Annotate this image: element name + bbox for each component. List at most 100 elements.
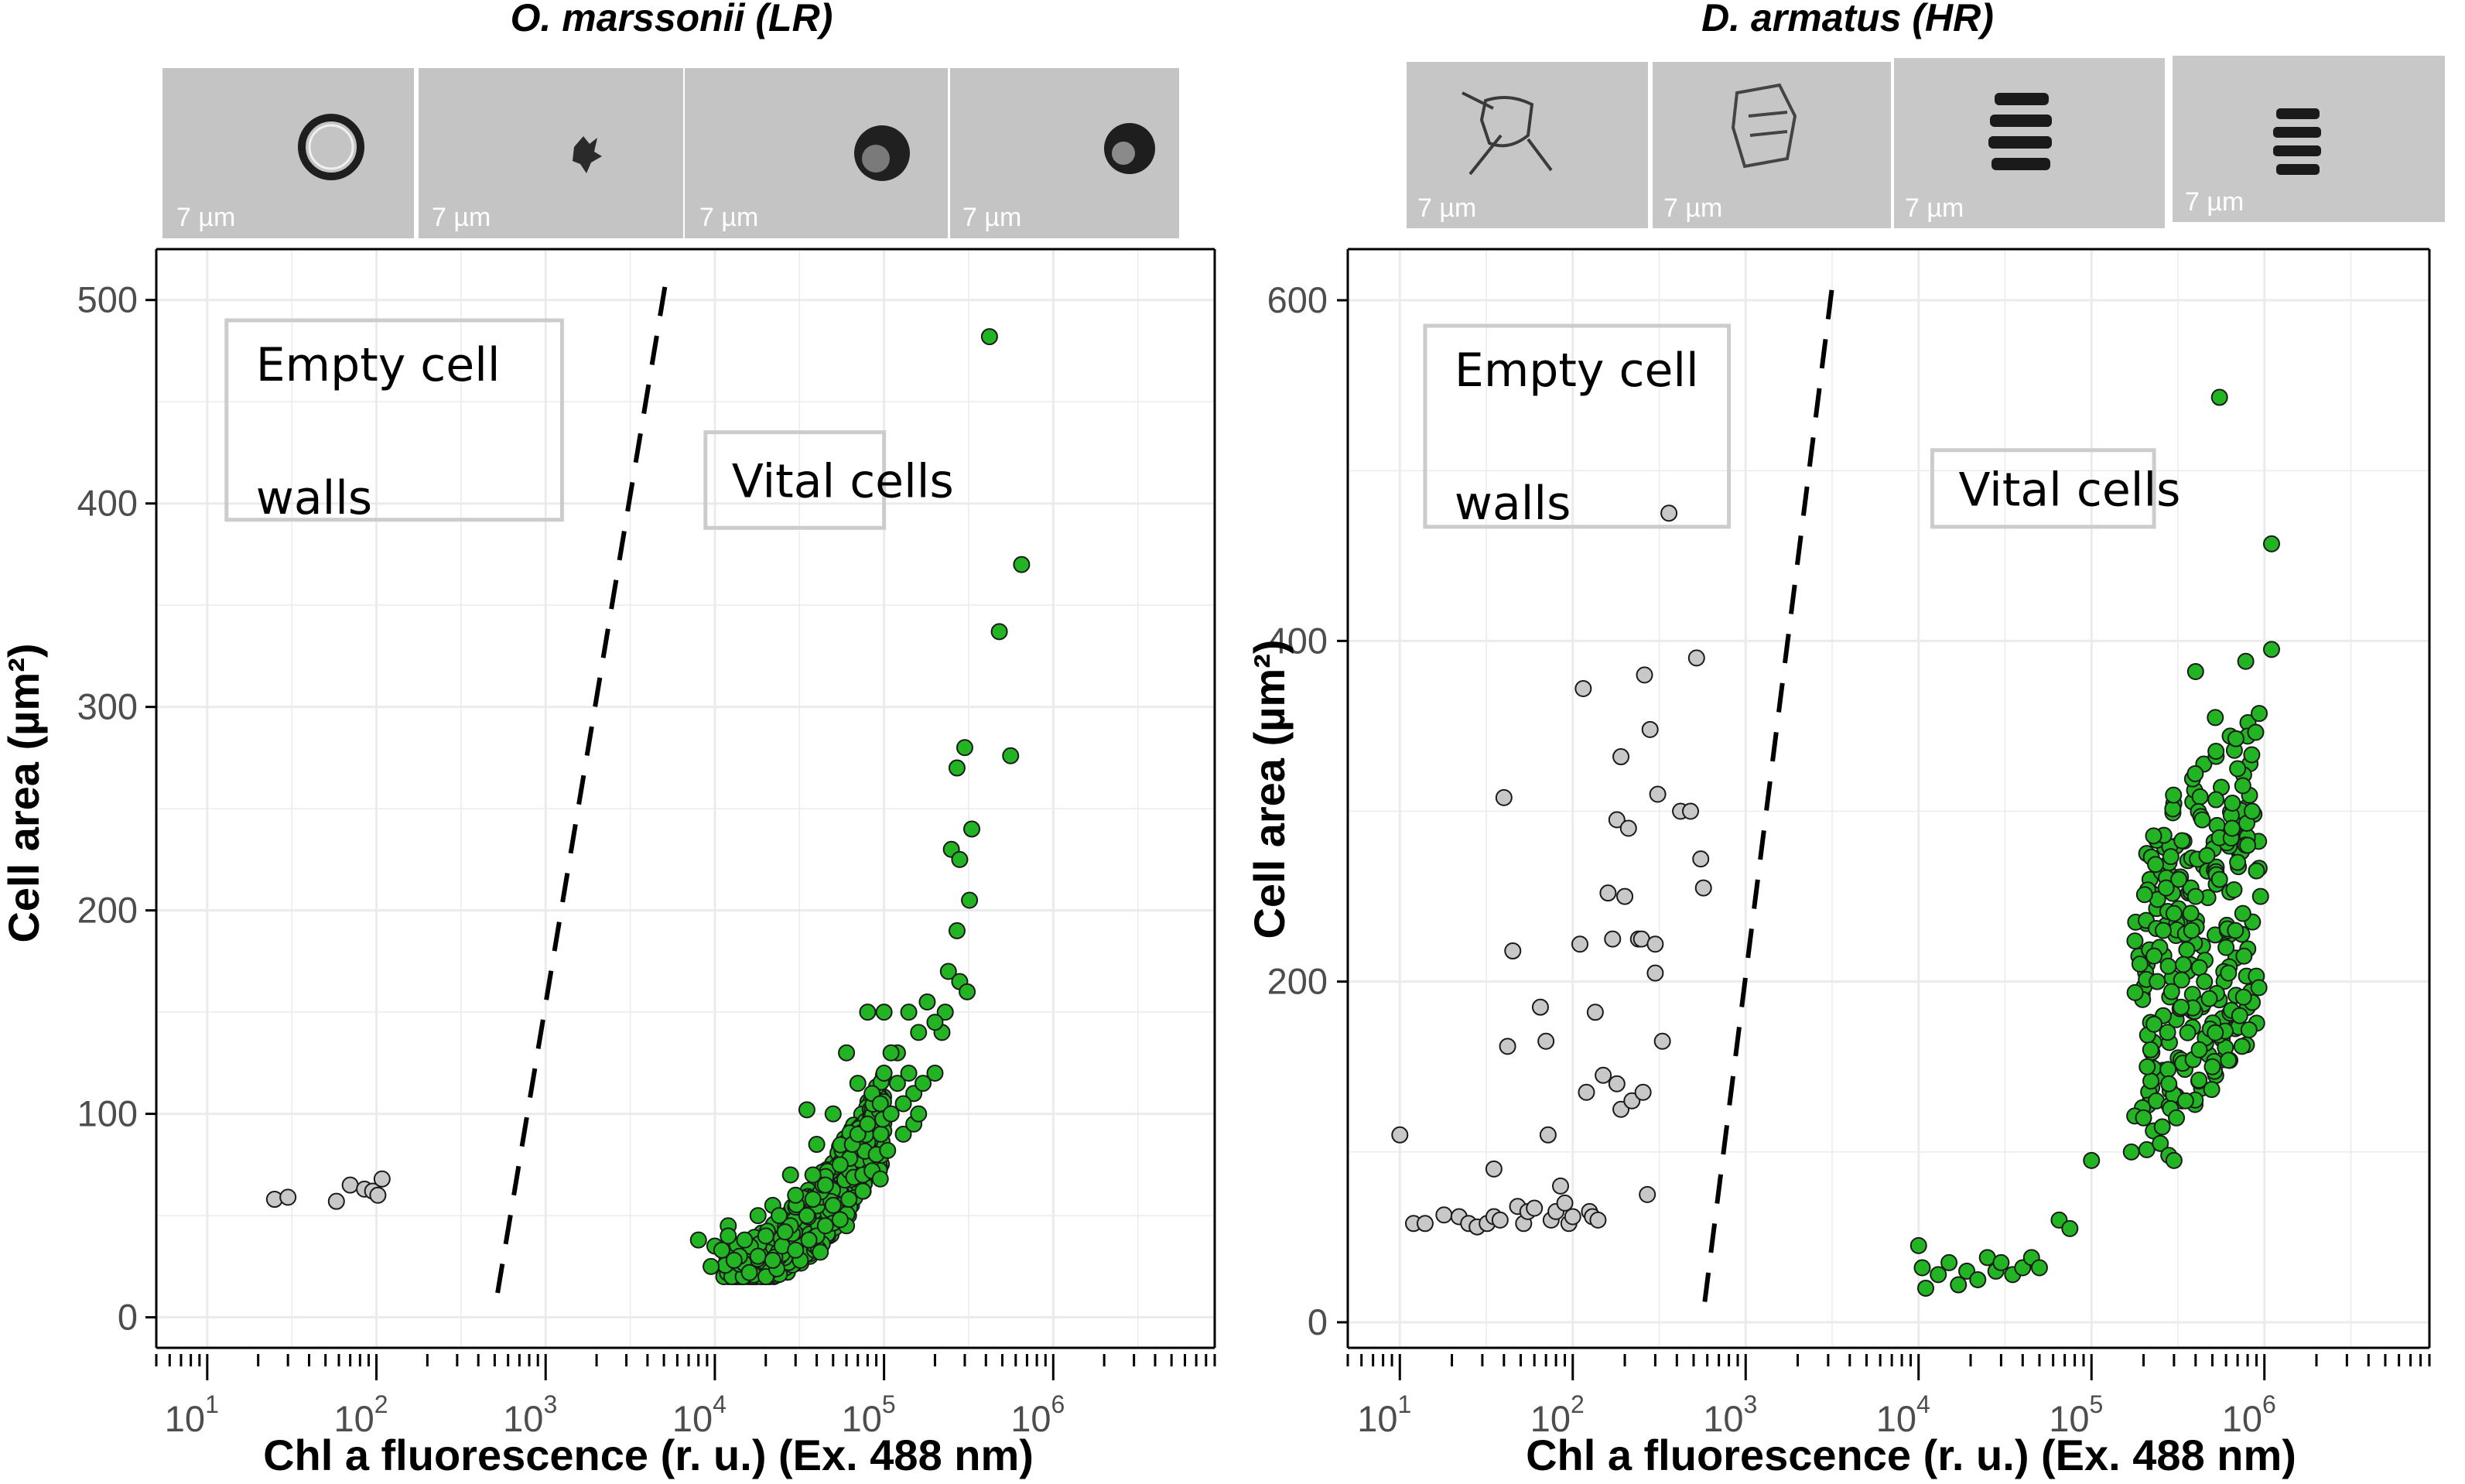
scale-bar-label: 7 µm bbox=[1905, 193, 1964, 223]
panel-title: D. armatus (HR) bbox=[1701, 0, 1994, 39]
data-point bbox=[2186, 764, 2204, 782]
scale-bar-label: 7 µm bbox=[1417, 193, 1476, 223]
data-point bbox=[804, 1191, 822, 1209]
data-point bbox=[2207, 742, 2225, 760]
data-point bbox=[1435, 1206, 1453, 1224]
x-tick-label: 105 bbox=[2049, 1390, 2103, 1439]
data-point bbox=[2170, 870, 2188, 888]
data-point bbox=[1531, 998, 1549, 1016]
data-point bbox=[840, 1191, 858, 1209]
data-point bbox=[725, 1251, 743, 1269]
data-point bbox=[2203, 1081, 2221, 1099]
data-point bbox=[1940, 1253, 1958, 1271]
x-tick-exponent: 1 bbox=[205, 1390, 219, 1418]
data-point bbox=[781, 1166, 799, 1184]
data-point bbox=[1612, 748, 1630, 766]
data-point bbox=[2203, 1058, 2221, 1075]
data-point bbox=[2234, 904, 2251, 922]
cell-image-vital-2: 7 µm bbox=[2173, 56, 2445, 222]
scale-bar-label: 7 µm bbox=[432, 203, 491, 232]
data-point bbox=[1687, 649, 1705, 667]
data-point bbox=[1551, 1177, 1569, 1195]
cell-image-empty-1: 7 µm bbox=[162, 68, 414, 238]
data-point bbox=[2159, 1024, 2176, 1041]
data-point bbox=[1930, 1266, 1947, 1284]
data-point bbox=[1491, 1211, 1509, 1229]
scale-bar-label: 7 µm bbox=[2185, 187, 2244, 217]
data-point bbox=[1694, 879, 1712, 897]
x-tick-exponent: 3 bbox=[1744, 1390, 1758, 1418]
data-point bbox=[279, 1188, 297, 1206]
data-point bbox=[373, 1170, 391, 1188]
data-point bbox=[776, 1223, 794, 1241]
data-point bbox=[1495, 788, 1513, 806]
data-point bbox=[808, 1136, 826, 1154]
x-tick-exponent: 6 bbox=[1051, 1390, 1065, 1418]
scale-bar-label: 7 µm bbox=[962, 203, 1021, 232]
cell-images: 7 µm 7 µm 7 µm 7 µm bbox=[1407, 56, 2445, 228]
data-point bbox=[2190, 1072, 2208, 1089]
x-tick-base: 10 bbox=[1010, 1398, 1051, 1439]
data-point bbox=[800, 1231, 818, 1249]
data-point bbox=[2250, 979, 2268, 997]
x-tick-base: 10 bbox=[333, 1398, 374, 1439]
data-point bbox=[1913, 1259, 1931, 1277]
data-point bbox=[879, 1141, 897, 1159]
data-point bbox=[2233, 1038, 2251, 1055]
data-point bbox=[341, 1176, 359, 1194]
data-point bbox=[2190, 959, 2208, 976]
x-tick-label: 101 bbox=[165, 1390, 219, 1439]
data-point bbox=[871, 1170, 889, 1188]
x-tick-base: 10 bbox=[2049, 1398, 2089, 1439]
data-point bbox=[2196, 973, 2214, 990]
data-point bbox=[1608, 811, 1626, 829]
data-point bbox=[2220, 1051, 2238, 1069]
data-point bbox=[2191, 788, 2209, 805]
data-point bbox=[2248, 862, 2265, 880]
data-point bbox=[2153, 1118, 2171, 1136]
data-point bbox=[2173, 832, 2191, 850]
data-point bbox=[2173, 998, 2190, 1016]
data-point bbox=[1646, 935, 1664, 953]
data-point bbox=[2135, 886, 2153, 904]
data-point bbox=[2210, 388, 2228, 406]
y-tick-label: 200 bbox=[1267, 961, 1328, 1002]
data-point bbox=[2165, 1151, 2183, 1169]
data-point bbox=[1537, 1032, 1555, 1050]
data-point bbox=[2231, 1007, 2248, 1024]
x-tick-label: 103 bbox=[1703, 1390, 1757, 1439]
data-point bbox=[1660, 504, 1678, 522]
data-point bbox=[1639, 1185, 1656, 1203]
data-point bbox=[2152, 1134, 2169, 1152]
data-point bbox=[2239, 836, 2257, 854]
data-point bbox=[2165, 904, 2183, 922]
scale-bar-label: 7 µm bbox=[1663, 193, 1722, 223]
data-point bbox=[2234, 988, 2252, 1006]
data-point bbox=[1619, 819, 1637, 837]
series-vital-cells bbox=[1909, 388, 2280, 1297]
x-tick-label: 103 bbox=[503, 1390, 557, 1439]
data-point bbox=[875, 1004, 893, 1021]
data-point bbox=[2225, 880, 2243, 898]
data-point bbox=[2131, 956, 2149, 973]
x-tick-label: 105 bbox=[842, 1390, 896, 1439]
data-point bbox=[2229, 853, 2247, 871]
data-point bbox=[2227, 730, 2244, 747]
data-point bbox=[2262, 535, 2280, 552]
y-tick-label: 200 bbox=[77, 890, 138, 931]
annotation-text: Empty cell bbox=[1455, 344, 1699, 398]
data-point bbox=[1499, 1038, 1516, 1055]
data-point bbox=[951, 850, 969, 868]
cell-image-empty-1: 7 µm bbox=[1407, 62, 1648, 228]
cell-image-vital-1: 7 µm bbox=[685, 68, 948, 238]
data-point bbox=[2147, 856, 2165, 874]
data-point bbox=[910, 1105, 928, 1123]
data-point bbox=[2083, 1151, 2101, 1169]
data-point bbox=[1641, 720, 1659, 738]
data-point bbox=[2193, 811, 2211, 829]
x-tick-base: 10 bbox=[503, 1398, 543, 1439]
data-point bbox=[2223, 819, 2241, 837]
y-tick-label: 100 bbox=[77, 1093, 138, 1134]
data-point bbox=[900, 1004, 918, 1021]
